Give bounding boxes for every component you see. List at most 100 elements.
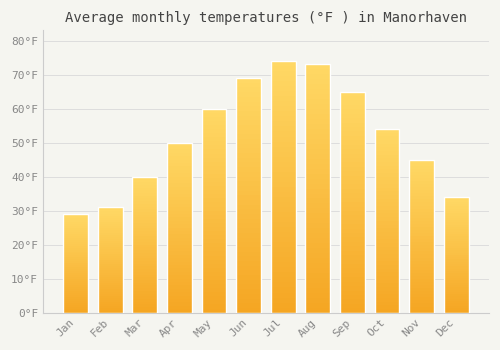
Bar <box>306 89 330 94</box>
Bar <box>167 211 192 214</box>
Bar <box>271 81 295 86</box>
Bar <box>202 256 226 260</box>
Bar <box>271 267 295 272</box>
Bar <box>98 273 122 275</box>
Bar <box>167 197 192 201</box>
Bar <box>340 158 365 162</box>
Bar <box>98 264 122 266</box>
Bar <box>374 181 400 184</box>
Bar <box>271 237 295 242</box>
Bar <box>271 96 295 101</box>
Bar <box>306 119 330 124</box>
Bar <box>236 130 261 134</box>
Bar <box>340 220 365 224</box>
Bar <box>132 269 158 272</box>
Bar <box>132 288 158 291</box>
Bar <box>444 276 468 278</box>
Bar <box>98 220 122 222</box>
Bar <box>167 190 192 194</box>
Bar <box>409 187 434 190</box>
Bar <box>306 129 330 134</box>
Bar <box>202 121 226 125</box>
Bar <box>63 236 88 238</box>
Bar <box>306 104 330 109</box>
Bar <box>167 149 192 153</box>
Bar <box>98 285 122 287</box>
Bar <box>202 227 226 231</box>
Bar <box>374 206 400 210</box>
Bar <box>409 184 434 187</box>
Bar <box>98 218 122 220</box>
Bar <box>167 292 192 296</box>
Bar <box>374 254 400 258</box>
Bar <box>167 187 192 190</box>
Bar <box>63 269 88 271</box>
Bar <box>132 296 158 299</box>
Bar <box>306 99 330 104</box>
Bar <box>236 144 261 148</box>
Bar <box>167 251 192 255</box>
Bar <box>444 266 468 269</box>
Bar <box>236 139 261 144</box>
Bar <box>132 247 158 250</box>
Bar <box>167 173 192 177</box>
Bar <box>132 242 158 245</box>
Bar <box>444 229 468 232</box>
Bar <box>340 246 365 251</box>
Bar <box>236 88 261 92</box>
Bar <box>236 275 261 280</box>
Bar <box>340 282 365 286</box>
Bar <box>236 247 261 252</box>
Bar <box>271 192 295 197</box>
Bar <box>409 285 434 288</box>
Bar <box>444 287 468 289</box>
Bar <box>236 153 261 158</box>
Bar <box>132 220 158 223</box>
Bar <box>409 273 434 276</box>
Bar <box>409 163 434 166</box>
Bar <box>98 258 122 260</box>
Bar <box>202 198 226 203</box>
Bar <box>63 214 88 313</box>
Bar <box>98 292 122 294</box>
Bar <box>202 211 226 215</box>
Bar <box>167 279 192 282</box>
Bar <box>236 271 261 275</box>
Bar <box>306 278 330 283</box>
Bar <box>374 129 400 133</box>
Bar <box>63 250 88 252</box>
Bar <box>374 195 400 199</box>
Bar <box>444 280 468 282</box>
Bar <box>409 307 434 310</box>
Bar <box>132 250 158 253</box>
Bar <box>306 223 330 228</box>
Bar <box>98 250 122 252</box>
Bar <box>444 213 468 216</box>
Bar <box>132 177 158 313</box>
Bar <box>63 295 88 297</box>
Bar <box>202 276 226 280</box>
Bar <box>340 202 365 206</box>
Bar <box>444 310 468 313</box>
Bar <box>271 278 295 282</box>
Bar <box>271 272 295 278</box>
Bar <box>409 178 434 181</box>
Bar <box>202 113 226 117</box>
Bar <box>63 240 88 242</box>
Bar <box>202 170 226 174</box>
Bar <box>202 145 226 149</box>
Bar <box>63 275 88 277</box>
Bar <box>306 109 330 114</box>
Bar <box>132 228 158 231</box>
Bar <box>63 305 88 307</box>
Bar <box>167 143 192 313</box>
Bar <box>132 198 158 201</box>
Bar <box>236 92 261 97</box>
Bar <box>444 241 468 243</box>
Bar <box>236 125 261 130</box>
Bar <box>444 294 468 296</box>
Bar <box>132 239 158 242</box>
Bar <box>340 242 365 246</box>
Bar <box>409 276 434 279</box>
Bar <box>167 177 192 180</box>
